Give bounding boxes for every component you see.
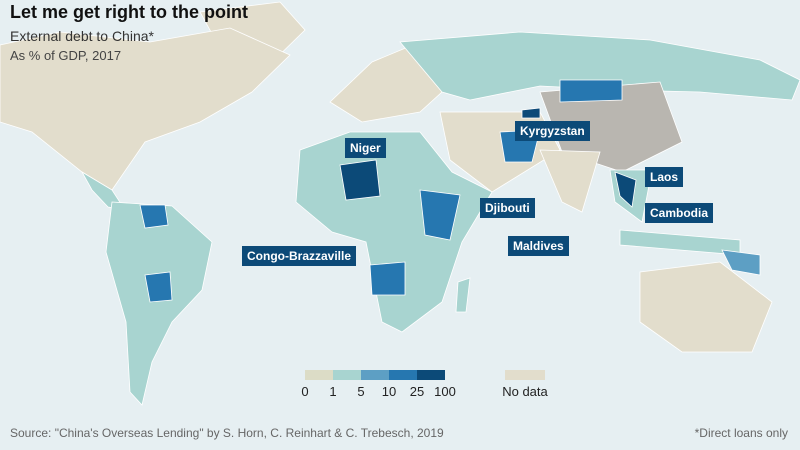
country-label: Djibouti <box>480 198 535 218</box>
mongolia <box>559 79 623 103</box>
legend-tick: 1 <box>329 384 337 399</box>
laos-cambodia <box>614 171 637 208</box>
title: Let me get right to the point <box>10 2 248 22</box>
angola <box>369 261 406 296</box>
subtitle: External debt to China* <box>10 28 154 44</box>
india <box>539 149 601 213</box>
country-label: Laos <box>645 167 684 187</box>
source: Source: "China's Overseas Lending" by S.… <box>10 426 444 440</box>
no-data-label: No data <box>502 384 548 399</box>
legend-bin <box>333 370 361 380</box>
legend-tick: 0 <box>301 384 309 399</box>
country-label: Kyrgyzstan <box>515 121 590 141</box>
legend-bin <box>417 370 445 380</box>
china <box>539 81 683 173</box>
australia <box>639 261 773 353</box>
note: *Direct loans only <box>694 426 788 440</box>
no-data-swatch <box>505 370 545 380</box>
east-africa <box>419 189 461 241</box>
country-label: Congo-Brazzaville <box>242 246 357 266</box>
bolivia <box>144 271 173 303</box>
legend-tick: 5 <box>357 384 365 399</box>
land <box>0 1 800 406</box>
venezuela <box>139 204 169 229</box>
papua-new-guinea <box>721 249 761 276</box>
country-label: Niger <box>345 138 386 158</box>
legend-bin <box>361 370 389 380</box>
legend-bin <box>389 370 417 380</box>
madagascar <box>455 277 471 313</box>
legend-bin <box>305 370 333 380</box>
south-america <box>105 201 213 406</box>
country-label: Cambodia <box>645 203 714 223</box>
country-label: Maldives <box>508 236 569 256</box>
unit: As % of GDP, 2017 <box>10 48 122 63</box>
legend-tick: 100 <box>434 384 456 399</box>
niger <box>339 159 381 201</box>
indonesia <box>619 229 741 256</box>
russia <box>399 31 800 101</box>
north-america <box>0 27 291 191</box>
legend-tick: 10 <box>381 384 397 399</box>
kyrgyzstan <box>521 107 541 119</box>
legend-tick: 25 <box>409 384 425 399</box>
